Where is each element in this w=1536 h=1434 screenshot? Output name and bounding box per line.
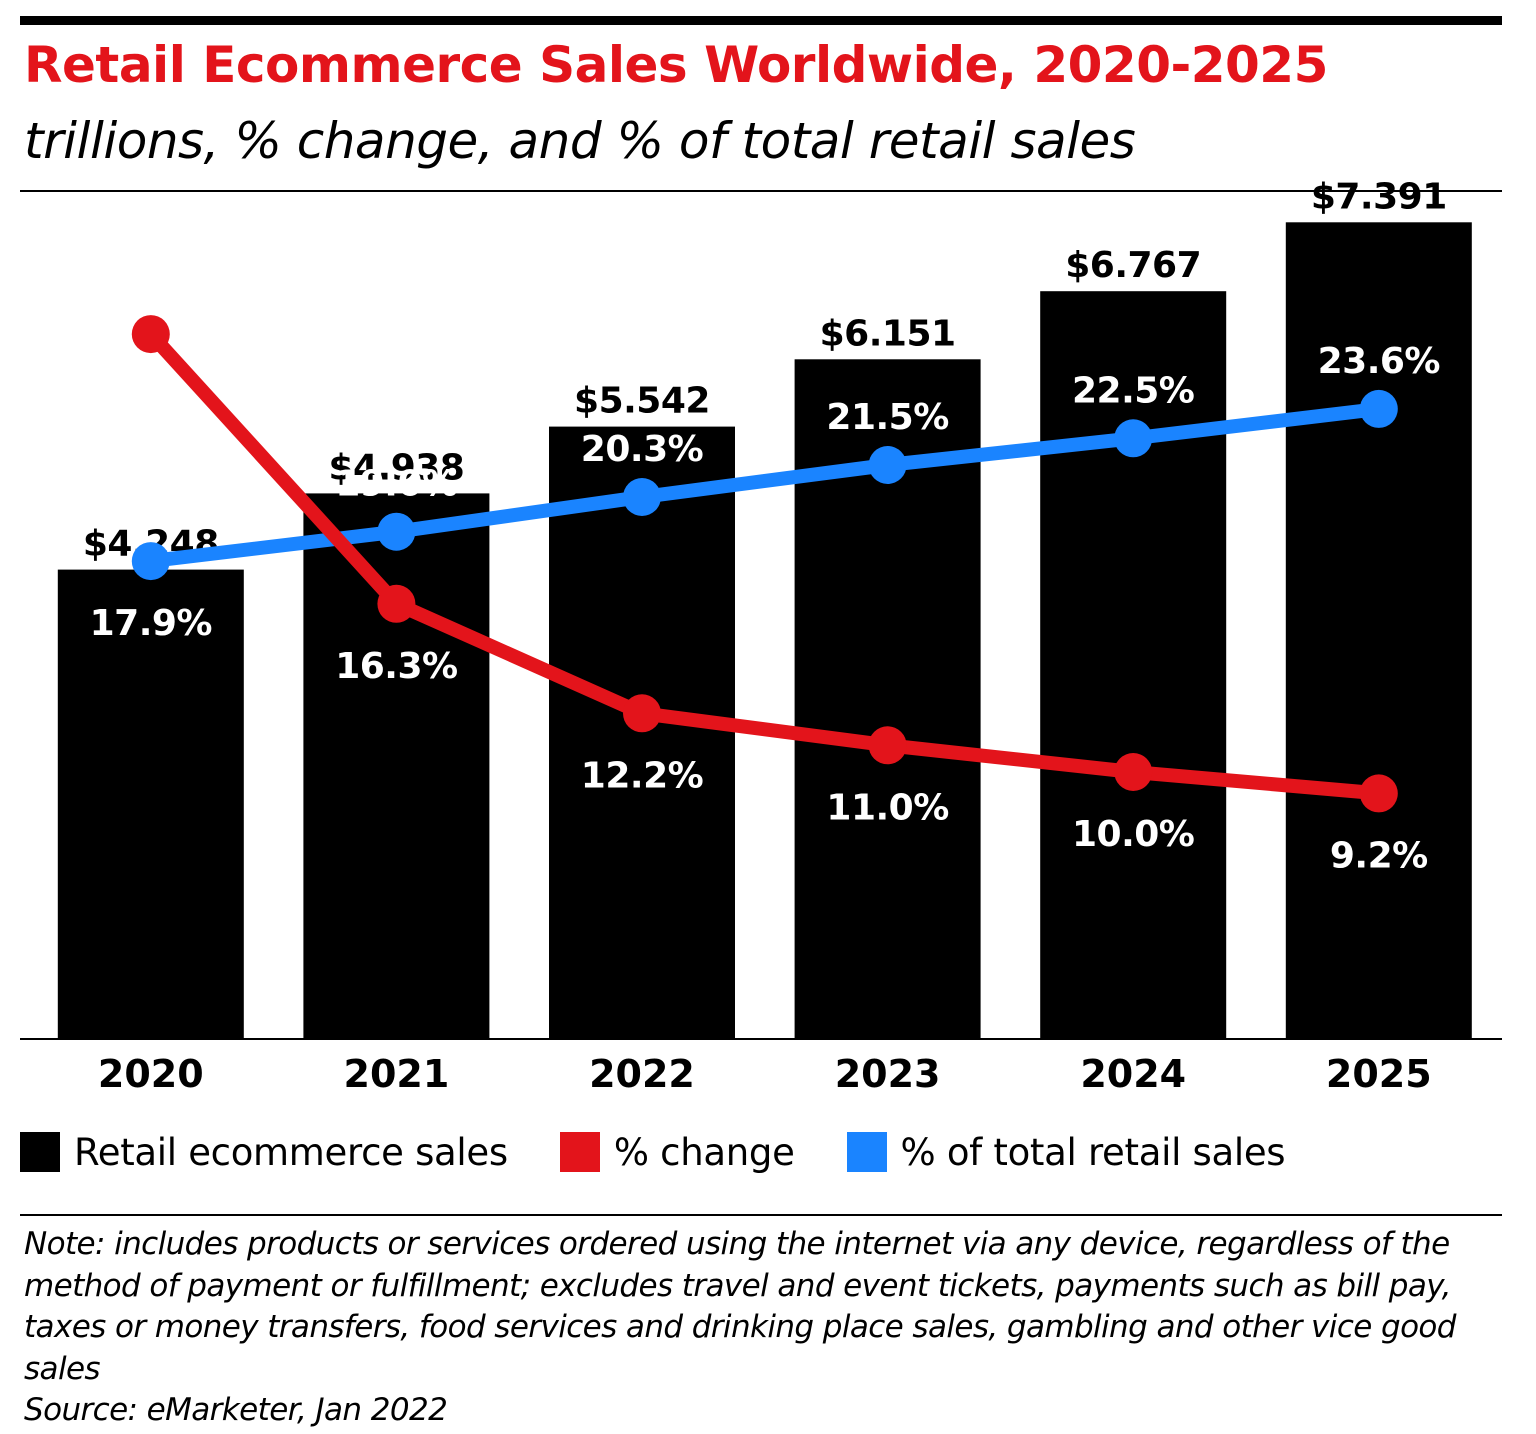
change-value-label-2021: 16.3% (335, 646, 457, 687)
change-value-label-2024: 10.0% (1072, 814, 1194, 855)
bar-2024[interactable] (1040, 291, 1227, 1039)
bar-2020[interactable] (57, 569, 244, 1039)
share-value-label-2020: 17.9% (90, 603, 212, 644)
share-point-2021[interactable] (377, 512, 416, 551)
share-point-2024[interactable] (1114, 419, 1153, 458)
x-tick-label-2024: 2024 (1080, 1052, 1186, 1096)
change-line (143, 327, 1386, 801)
bar-value-label-2022: $5.542 (574, 381, 710, 422)
x-tick-label-2022: 2022 (589, 1052, 695, 1096)
lines-layer (131, 315, 1398, 813)
change-point-2024[interactable] (1114, 753, 1153, 791)
legend-swatch-change (559, 1132, 600, 1172)
share-point-2020[interactable] (131, 542, 170, 581)
change-value-label-2023: 11.0% (826, 787, 948, 828)
x-tick-label-2021: 2021 (344, 1052, 450, 1096)
share-value-label-2023: 21.5% (826, 397, 948, 438)
footer-rule (20, 1214, 1502, 1216)
footer-note: Note: includes products or services orde… (24, 1226, 1456, 1387)
change-point-2021[interactable] (377, 584, 416, 623)
bars-layer (57, 222, 1472, 1040)
share-point-2022[interactable] (623, 478, 661, 516)
chart-legend: Retail ecommerce sales % change % of tot… (20, 1130, 1337, 1174)
share-value-label-2021: 19.0% (335, 464, 457, 505)
bar-labels-layer: $4.248$4.938$5.542$6.151$6.767$7.391 (83, 176, 1447, 564)
change-value-label-2020: 26.4% (90, 266, 212, 307)
legend-label-share: % of total retail sales (900, 1130, 1286, 1174)
change-point-2022[interactable] (623, 694, 661, 733)
bar-2025[interactable] (1285, 222, 1472, 1040)
legend-item-change[interactable]: % change (559, 1130, 795, 1174)
change-value-label-2025: 9.2% (1330, 835, 1428, 876)
share-point-2025[interactable] (1359, 389, 1398, 428)
change-point-2023[interactable] (868, 726, 907, 765)
x-tick-labels: 2020 2021 2022 2023 2024 2025 (98, 1052, 1432, 1096)
legend-item-share[interactable]: % of total retail sales (846, 1130, 1286, 1174)
x-tick-label-2023: 2023 (835, 1052, 941, 1096)
bar-value-label-2024: $6.767 (1065, 245, 1201, 286)
x-tick-label-2020: 2020 (98, 1052, 204, 1096)
share-value-label-2025: 23.6% (1318, 341, 1440, 382)
chart-subtitle: trillions, % change, and % of total reta… (24, 112, 1136, 170)
share-value-label-2022: 20.3% (581, 429, 703, 470)
bar-2021[interactable] (303, 493, 490, 1039)
legend-label-sales: Retail ecommerce sales (74, 1130, 508, 1174)
share-point-2023[interactable] (868, 446, 907, 484)
change-point-2020[interactable] (131, 315, 170, 354)
bar-value-label-2021: $4.938 (328, 447, 464, 488)
share-line (143, 401, 1386, 569)
legend-item-sales[interactable]: Retail ecommerce sales (20, 1131, 508, 1174)
legend-swatch-sales (20, 1132, 60, 1172)
bar-value-label-2023: $6.151 (820, 313, 956, 354)
legend-swatch-share (846, 1132, 887, 1172)
legend-label-change: % change (613, 1130, 795, 1174)
change-value-label-2022: 12.2% (581, 755, 703, 796)
point-labels-layer: 26.4% 16.3% 12.2% 11.0% 10.0% 9.2% 17.9% 19.0% 2… (90, 266, 1441, 876)
bar-2022[interactable] (549, 426, 735, 1040)
top-rule (20, 16, 1502, 25)
x-tick-label-2025: 2025 (1326, 1052, 1432, 1096)
footer-source: Source: eMarketer, Jan 2022 (24, 1392, 448, 1428)
share-value-label-2024: 22.5% (1072, 370, 1194, 411)
bar-value-label-2025: $7.391 (1311, 176, 1447, 217)
chart-title: Retail Ecommerce Sales Worldwide, 2020-2… (24, 36, 1328, 94)
change-point-2025[interactable] (1359, 774, 1398, 813)
chart-footer: Note: includes products or services orde… (24, 1224, 1502, 1432)
header-rule (20, 190, 1502, 192)
